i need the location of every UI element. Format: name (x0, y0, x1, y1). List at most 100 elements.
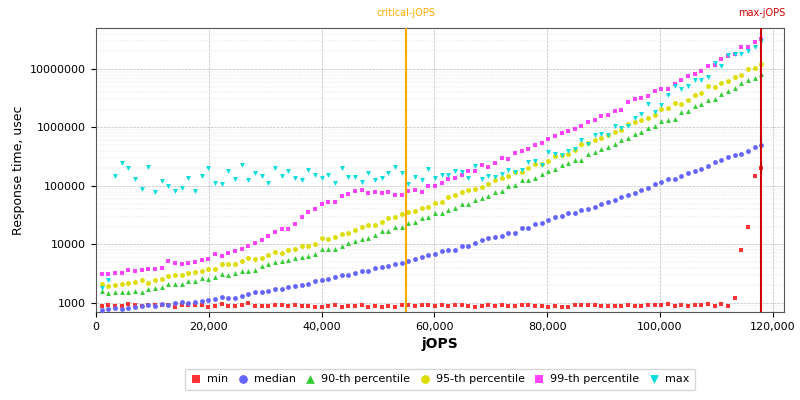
median (222, 295, 234, 302)
median (569, 210, 582, 216)
median (675, 173, 688, 179)
Text: max-jOPS: max-jOPS (738, 8, 785, 18)
median (415, 254, 428, 260)
max (629, 114, 642, 121)
90-th percentile (515, 177, 528, 183)
99-th percentile (302, 209, 314, 216)
90-th percentile (175, 281, 188, 287)
90-th percentile (375, 228, 388, 235)
95-th percentile (382, 215, 394, 221)
99-th percentile (135, 266, 148, 273)
95-th percentile (242, 255, 254, 262)
min (202, 304, 214, 310)
max (435, 172, 448, 178)
95-th percentile (255, 255, 268, 261)
99-th percentile (615, 107, 628, 114)
90-th percentile (728, 85, 741, 91)
median (262, 288, 274, 294)
min (242, 300, 254, 306)
median (509, 230, 522, 236)
95-th percentile (442, 194, 454, 200)
min (262, 302, 274, 309)
99-th percentile (202, 256, 214, 262)
max (589, 132, 602, 139)
99-th percentile (315, 201, 328, 207)
min (655, 302, 668, 308)
99-th percentile (688, 71, 701, 77)
min (215, 301, 228, 308)
median (708, 159, 721, 166)
99-th percentile (535, 140, 548, 146)
95-th percentile (735, 72, 748, 78)
99-th percentile (382, 189, 394, 196)
median (349, 270, 362, 277)
median (615, 193, 628, 200)
99-th percentile (755, 36, 768, 42)
95-th percentile (728, 74, 741, 80)
95-th percentile (335, 230, 348, 237)
median (529, 221, 542, 227)
90-th percentile (675, 109, 688, 115)
95-th percentile (635, 117, 648, 124)
max (242, 177, 254, 183)
95-th percentile (515, 168, 528, 175)
Legend: min, median, 90-th percentile, 95-th percentile, 99-th percentile, max: min, median, 90-th percentile, 95-th per… (185, 369, 695, 390)
95-th percentile (682, 96, 694, 103)
min (415, 302, 428, 308)
median (482, 235, 494, 241)
median (442, 247, 454, 254)
90-th percentile (142, 286, 154, 292)
min (575, 302, 588, 308)
min (509, 302, 522, 309)
min (229, 303, 242, 309)
Y-axis label: Response time, usec: Response time, usec (12, 105, 25, 235)
90-th percentile (455, 201, 468, 208)
max (609, 122, 622, 129)
max (109, 172, 122, 179)
99-th percentile (742, 44, 754, 50)
median (215, 294, 228, 301)
median (329, 274, 342, 280)
99-th percentile (389, 192, 402, 198)
95-th percentile (722, 78, 734, 84)
max (402, 181, 414, 188)
min (235, 302, 248, 308)
99-th percentile (215, 253, 228, 259)
min (329, 302, 342, 308)
min (702, 301, 714, 307)
90-th percentile (262, 261, 274, 267)
95-th percentile (155, 276, 168, 282)
median (195, 298, 208, 304)
median (682, 170, 694, 177)
99-th percentile (669, 81, 682, 88)
median (342, 272, 354, 278)
max (155, 178, 168, 184)
min (482, 302, 494, 308)
99-th percentile (289, 221, 302, 227)
99-th percentile (682, 73, 694, 80)
min (542, 304, 554, 310)
95-th percentile (175, 272, 188, 278)
median (502, 230, 514, 236)
median (315, 276, 328, 283)
99-th percentile (369, 189, 382, 195)
99-th percentile (735, 44, 748, 50)
max (355, 179, 368, 185)
99-th percentile (569, 125, 582, 132)
95-th percentile (469, 186, 482, 192)
99-th percentile (642, 92, 654, 99)
median (135, 303, 148, 309)
max (315, 175, 328, 181)
95-th percentile (262, 252, 274, 258)
median (555, 213, 568, 220)
99-th percentile (342, 191, 354, 197)
99-th percentile (495, 155, 508, 161)
99-th percentile (109, 270, 122, 277)
95-th percentile (702, 82, 714, 89)
95-th percentile (402, 209, 414, 215)
90-th percentile (475, 195, 488, 201)
99-th percentile (395, 192, 408, 198)
90-th percentile (242, 268, 254, 274)
90-th percentile (329, 246, 342, 252)
median (515, 224, 528, 231)
